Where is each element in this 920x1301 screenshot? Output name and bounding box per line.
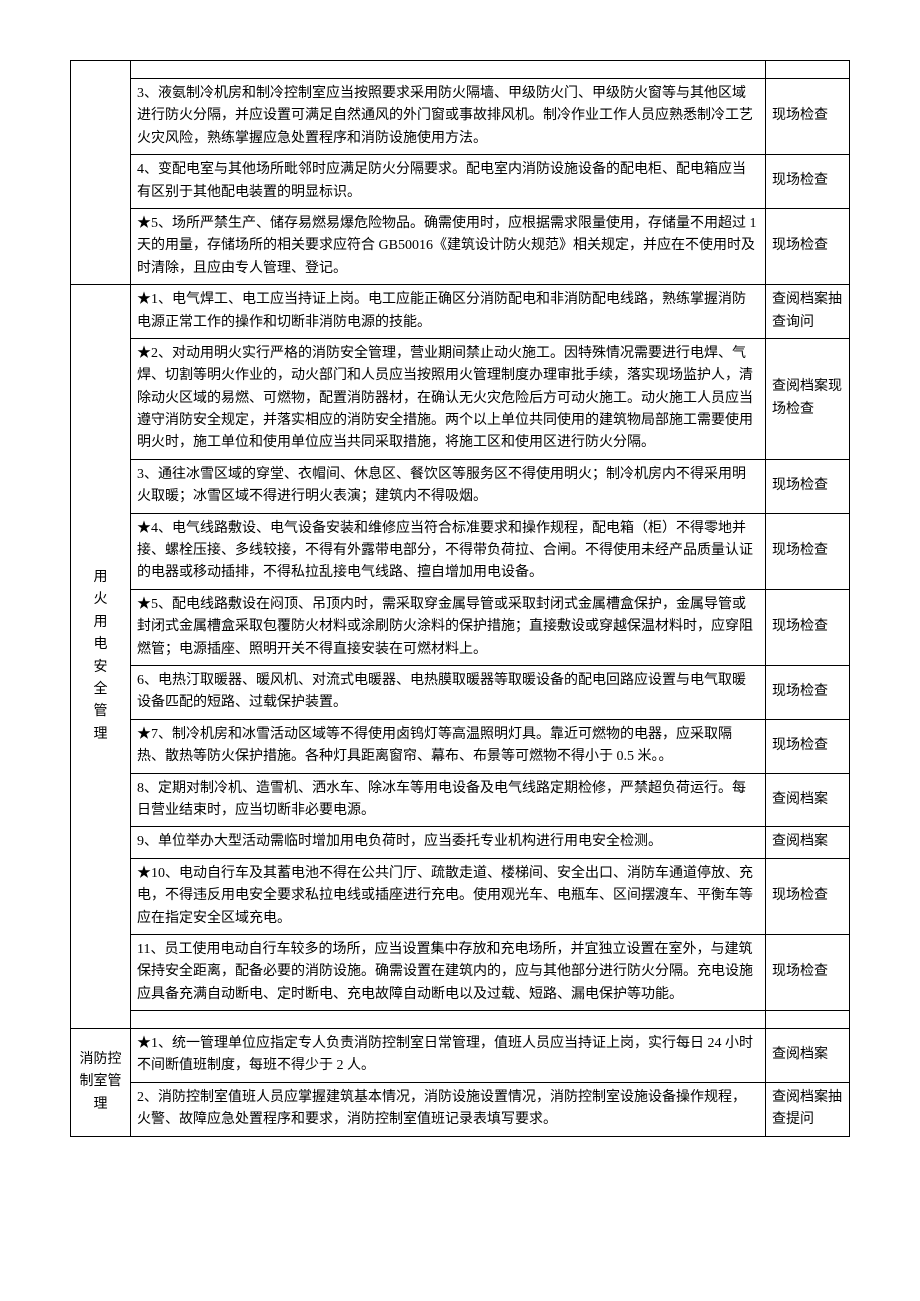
table-row [71, 61, 850, 79]
method-cell: 现场检查 [766, 665, 850, 719]
table-row: 消防控制室管理 ★1、统一管理单位应指定专人负责消防控制室日常管理，值班人员应当… [71, 1029, 850, 1083]
table-row: 用火用电安全管理 ★1、电气焊工、电工应当持证上岗。电工应能正确区分消防配电和非… [71, 285, 850, 339]
desc-cell: 11、员工使用电动自行车较多的场所，应当设置集中存放和充电场所，并宜独立设置在室… [131, 934, 766, 1010]
desc-cell: ★1、统一管理单位应指定专人负责消防控制室日常管理，值班人员应当持证上岗，实行每… [131, 1029, 766, 1083]
desc-cell: 8、定期对制冷机、造雪机、洒水车、除冰车等用电设备及电气线路定期检修，严禁超负荷… [131, 773, 766, 827]
method-cell: 查阅档案现场检查 [766, 338, 850, 459]
category-cell-control-room: 消防控制室管理 [71, 1029, 131, 1137]
table-row: ★4、电气线路敷设、电气设备安装和维修应当符合标准要求和操作规程，配电箱（柜）不… [71, 513, 850, 589]
desc-cell: ★1、电气焊工、电工应当持证上岗。电工应能正确区分消防配电和非消防配电线路，熟练… [131, 285, 766, 339]
method-cell: 现场检查 [766, 934, 850, 1010]
desc-cell: ★7、制冷机房和冰雪活动区域等不得使用卤钨灯等高温照明灯具。靠近可燃物的电器，应… [131, 719, 766, 773]
method-cell: 现场检查 [766, 459, 850, 513]
desc-cell: ★5、配电线路敷设在闷顶、吊顶内时，需采取穿金属导管或采取封闭式金属槽盒保护，金… [131, 589, 766, 665]
desc-cell: 3、通往冰雪区域的穿堂、衣帽间、休息区、餐饮区等服务区不得使用明火；制冷机房内不… [131, 459, 766, 513]
table-row: 6、电热汀取暖器、暖风机、对流式电暖器、电热膜取暖器等取暖设备的配电回路应设置与… [71, 665, 850, 719]
empty-cell [131, 61, 766, 79]
table-row: 2、消防控制室值班人员应掌握建筑基本情况，消防设施设置情况，消防控制室设施设备操… [71, 1082, 850, 1136]
desc-cell: 2、消防控制室值班人员应掌握建筑基本情况，消防设施设置情况，消防控制室设施设备操… [131, 1082, 766, 1136]
desc-cell: 3、液氨制冷机房和制冷控制室应当按照要求采用防火隔墙、甲级防火门、甲级防火窗等与… [131, 79, 766, 155]
desc-cell: 9、单位举办大型活动需临时增加用电负荷时，应当委托专业机构进行用电安全检测。 [131, 827, 766, 858]
table-row: 3、通往冰雪区域的穿堂、衣帽间、休息区、餐饮区等服务区不得使用明火；制冷机房内不… [71, 459, 850, 513]
desc-cell: ★10、电动自行车及其蓄电池不得在公共门厅、疏散走道、楼梯间、安全出口、消防车通… [131, 858, 766, 934]
desc-cell: 4、变配电室与其他场所毗邻时应满足防火分隔要求。配电室内消防设施设备的配电柜、配… [131, 155, 766, 209]
desc-cell: ★4、电气线路敷设、电气设备安装和维修应当符合标准要求和操作规程，配电箱（柜）不… [131, 513, 766, 589]
table-row: 8、定期对制冷机、造雪机、洒水车、除冰车等用电设备及电气线路定期检修，严禁超负荷… [71, 773, 850, 827]
table-row: ★2、对动用明火实行严格的消防安全管理，营业期间禁止动火施工。因特殊情况需要进行… [71, 338, 850, 459]
desc-cell: ★2、对动用明火实行严格的消防安全管理，营业期间禁止动火施工。因特殊情况需要进行… [131, 338, 766, 459]
method-cell: 查阅档案 [766, 827, 850, 858]
empty-cell [766, 61, 850, 79]
table-row [71, 1011, 850, 1029]
method-cell: 现场检查 [766, 155, 850, 209]
table-row: ★10、电动自行车及其蓄电池不得在公共门厅、疏散走道、楼梯间、安全出口、消防车通… [71, 858, 850, 934]
method-cell: 现场检查 [766, 589, 850, 665]
method-cell: 查阅档案抽查询问 [766, 285, 850, 339]
table-row: 9、单位举办大型活动需临时增加用电负荷时，应当委托专业机构进行用电安全检测。 查… [71, 827, 850, 858]
empty-cell [766, 1011, 850, 1029]
table-row: ★5、场所严禁生产、储存易燃易爆危险物品。确需使用时，应根据需求限量使用，存储量… [71, 208, 850, 284]
table-row: ★7、制冷机房和冰雪活动区域等不得使用卤钨灯等高温照明灯具。靠近可燃物的电器，应… [71, 719, 850, 773]
method-cell: 查阅档案 [766, 1029, 850, 1083]
table-row: 11、员工使用电动自行车较多的场所，应当设置集中存放和充电场所，并宜独立设置在室… [71, 934, 850, 1010]
regulation-table: 3、液氨制冷机房和制冷控制室应当按照要求采用防火隔墙、甲级防火门、甲级防火窗等与… [70, 60, 850, 1137]
desc-cell: 6、电热汀取暖器、暖风机、对流式电暖器、电热膜取暖器等取暖设备的配电回路应设置与… [131, 665, 766, 719]
method-cell: 现场检查 [766, 719, 850, 773]
category-cell-empty [71, 61, 131, 285]
method-cell: 现场检查 [766, 858, 850, 934]
method-cell: 现场检查 [766, 79, 850, 155]
method-cell: 现场检查 [766, 208, 850, 284]
method-cell: 现场检查 [766, 513, 850, 589]
table-row: ★5、配电线路敷设在闷顶、吊顶内时，需采取穿金属导管或采取封闭式金属槽盒保护，金… [71, 589, 850, 665]
category-cell-fire-elec: 用火用电安全管理 [71, 285, 131, 1029]
table-row: 3、液氨制冷机房和制冷控制室应当按照要求采用防火隔墙、甲级防火门、甲级防火窗等与… [71, 79, 850, 155]
method-cell: 查阅档案抽查提问 [766, 1082, 850, 1136]
category-label: 用火用电安全管理 [94, 570, 108, 742]
table-row: 4、变配电室与其他场所毗邻时应满足防火分隔要求。配电室内消防设施设备的配电柜、配… [71, 155, 850, 209]
empty-cell [131, 1011, 766, 1029]
category-label: 消防控制室管理 [80, 1052, 122, 1112]
desc-cell: ★5、场所严禁生产、储存易燃易爆危险物品。确需使用时，应根据需求限量使用，存储量… [131, 208, 766, 284]
method-cell: 查阅档案 [766, 773, 850, 827]
